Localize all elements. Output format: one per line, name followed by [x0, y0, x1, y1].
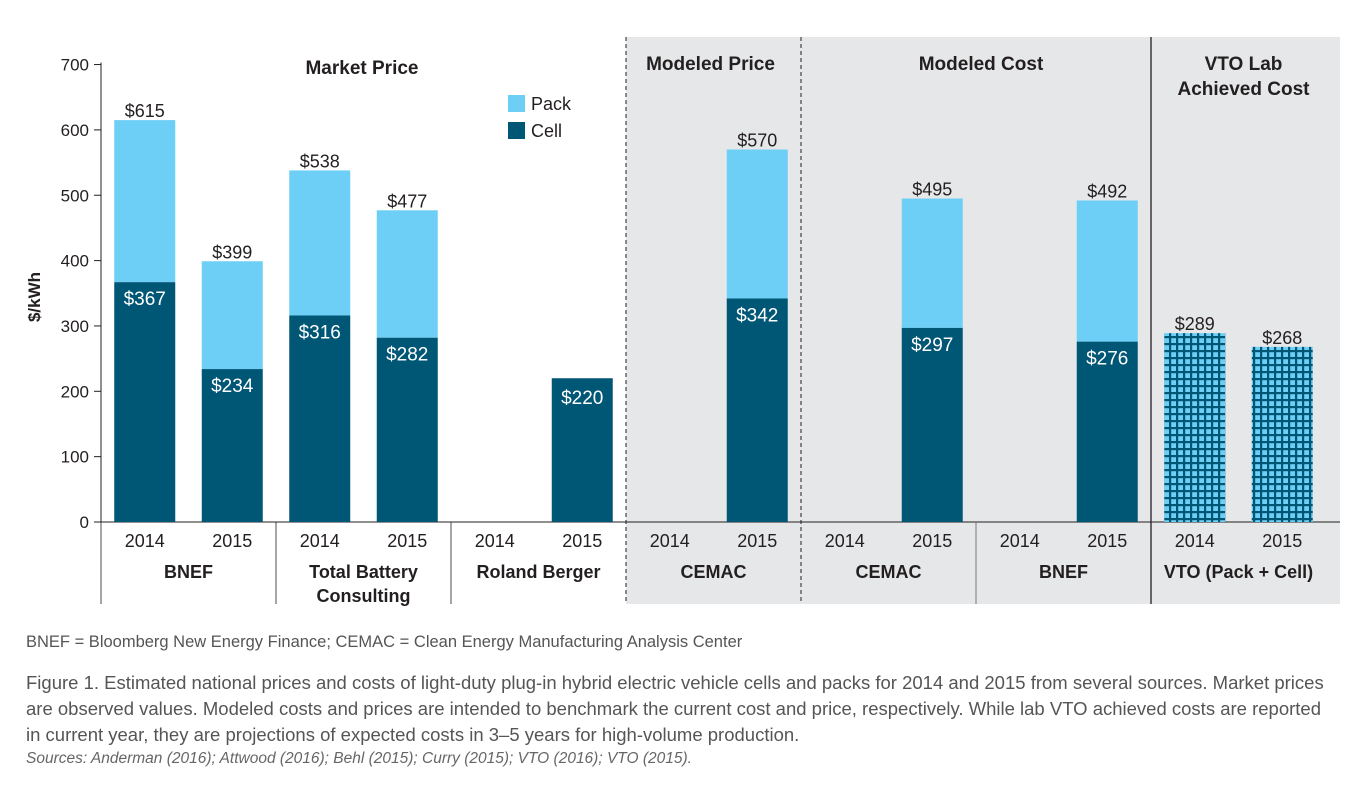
total-value-label: $570: [737, 131, 777, 151]
group-header-label: VTO Lab: [1205, 54, 1283, 75]
year-label: 2014: [825, 531, 865, 551]
bar-cell-segment: [114, 282, 176, 522]
bar-cell-segment: [289, 315, 351, 522]
y-tick-label: 700: [61, 56, 89, 75]
total-value-label: $477: [387, 191, 427, 211]
bar-cell-segment: [376, 337, 438, 522]
cell-value-label: $367: [124, 289, 166, 310]
year-label: 2015: [1087, 531, 1127, 551]
bar-pack-segment: [726, 149, 788, 299]
y-tick-label: 600: [61, 121, 89, 140]
source-label: Total Battery: [309, 562, 418, 582]
y-tick-label: 300: [61, 317, 89, 336]
total-value-label: $289: [1175, 314, 1215, 334]
sources-note: Sources: Anderman (2016); Attwood (2016)…: [26, 750, 692, 767]
figure-caption: Figure 1. Estimated national prices and …: [26, 672, 1324, 745]
group-header-label: Modeled Cost: [919, 54, 1044, 75]
bar-cell-segment: [201, 369, 263, 522]
bar-vto-2015: [1251, 346, 1313, 522]
year-label: 2015: [912, 531, 952, 551]
bar-cell-segment: [726, 298, 788, 522]
year-label: 2015: [1262, 531, 1302, 551]
bar-pack-segment: [289, 170, 351, 316]
year-label: 2015: [737, 531, 777, 551]
bar-cell-segment: [1076, 341, 1138, 522]
year-label: 2014: [1000, 531, 1040, 551]
cell-value-label: $297: [911, 335, 953, 356]
bar-cell-segment: [901, 327, 963, 522]
source-label: CEMAC: [856, 562, 922, 582]
group-header-label: Achieved Cost: [1178, 79, 1311, 100]
y-tick-label: 100: [61, 448, 89, 467]
legend-swatch-cell: [508, 122, 525, 139]
source-label: BNEF: [1039, 562, 1088, 582]
year-label: 2015: [387, 531, 427, 551]
total-value-label: $492: [1087, 181, 1127, 201]
y-tick-label: 200: [61, 382, 89, 401]
bar-cell-segment: [551, 378, 613, 522]
cell-value-label: $342: [736, 306, 778, 327]
source-label: Roland Berger: [476, 562, 600, 582]
cell-value-label: $316: [299, 322, 341, 343]
source-label: CEMAC: [681, 562, 747, 582]
legend-label-cell: Cell: [531, 121, 562, 141]
source-label: Consulting: [317, 586, 411, 606]
legend-swatch-pack: [508, 95, 525, 112]
bar-pack-segment: [201, 261, 263, 370]
group-header-label: Market Price: [305, 58, 418, 79]
figure-notes: BNEF = Bloomberg New Energy Finance; CEM…: [26, 633, 1326, 768]
bar-pack-segment: [376, 210, 438, 338]
source-label: VTO (Pack + Cell): [1164, 562, 1313, 582]
cell-value-label: $220: [561, 388, 603, 409]
year-label: 2015: [212, 531, 252, 551]
cell-value-label: $282: [386, 345, 428, 366]
year-label: 2014: [650, 531, 690, 551]
group-header-label: Modeled Price: [646, 54, 775, 75]
y-tick-label: 500: [61, 186, 89, 205]
source-label: BNEF: [164, 562, 213, 582]
year-label: 2014: [300, 531, 340, 551]
year-label: 2014: [125, 531, 165, 551]
total-value-label: $268: [1262, 328, 1302, 348]
bar-pack-segment: [114, 120, 176, 283]
abbreviation-note: BNEF = Bloomberg New Energy Finance; CEM…: [26, 633, 743, 651]
total-value-label: $615: [125, 101, 165, 121]
bar-pack-segment: [1076, 200, 1138, 342]
legend-label-pack: Pack: [531, 94, 572, 114]
year-label: 2014: [475, 531, 515, 551]
y-axis-label: $/kWh: [25, 272, 44, 322]
bar-vto-2014: [1164, 333, 1226, 522]
y-tick-label: 0: [80, 513, 89, 532]
y-tick-label: 400: [61, 252, 89, 271]
total-value-label: $495: [912, 180, 952, 200]
year-label: 2015: [562, 531, 602, 551]
bar-pack-segment: [901, 198, 963, 328]
total-value-label: $538: [300, 151, 340, 171]
year-label: 2014: [1175, 531, 1215, 551]
cell-value-label: $234: [211, 376, 254, 397]
total-value-label: $399: [212, 242, 252, 262]
stacked-bar-chart: 0 100 200 300 400 500 600 700 $/kWh $367 $615 2014 $…: [25, 37, 1340, 606]
cell-value-label: $276: [1086, 349, 1128, 370]
